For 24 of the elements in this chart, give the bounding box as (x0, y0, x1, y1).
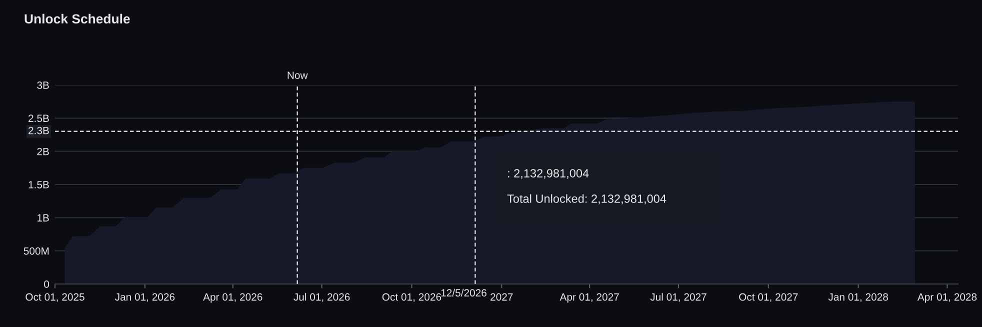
ref-line-label: Now (288, 72, 308, 79)
y-tick-label: 1B (38, 214, 49, 222)
chart-title: Unlock Schedule (24, 14, 130, 24)
x-tick-label: Jul 01, 2026 (294, 293, 350, 302)
y-tick-label: 0 (44, 280, 50, 288)
x-tick-label: Jul 01, 2027 (650, 293, 706, 302)
y-tick-label: 3B (37, 82, 49, 89)
x-tick-label: Oct 01, 2026 (382, 293, 442, 302)
ref-line-label: 12/5/2026 (441, 288, 486, 297)
x-tick-label: Jan 01, 2026 (114, 293, 175, 302)
y-tick-label: 2.5B (28, 114, 49, 122)
x-tick-label: Oct 01, 2025 (26, 293, 84, 302)
y-tick-label: 1.5B (28, 181, 49, 188)
x-tick-label: Apr 01, 2027 (560, 293, 619, 303)
x-tick-label: Jan 01, 2028 (828, 293, 888, 302)
x-tick-label: Apr 01, 2028 (917, 293, 977, 303)
annotation: : 2,132,981,004 (508, 169, 589, 179)
y-tick-label: 500M (24, 247, 49, 255)
annotation: Total Unlocked: 2,132,981,004 (507, 194, 666, 204)
x-tick-label: Oct 01, 2027 (739, 293, 798, 302)
ref-line-label: 2.3B (28, 126, 49, 134)
x-tick-label: Apr 01, 2026 (203, 293, 262, 303)
x-tick-label: 2027 (490, 293, 513, 301)
y-tick-label: 2B (37, 148, 49, 156)
